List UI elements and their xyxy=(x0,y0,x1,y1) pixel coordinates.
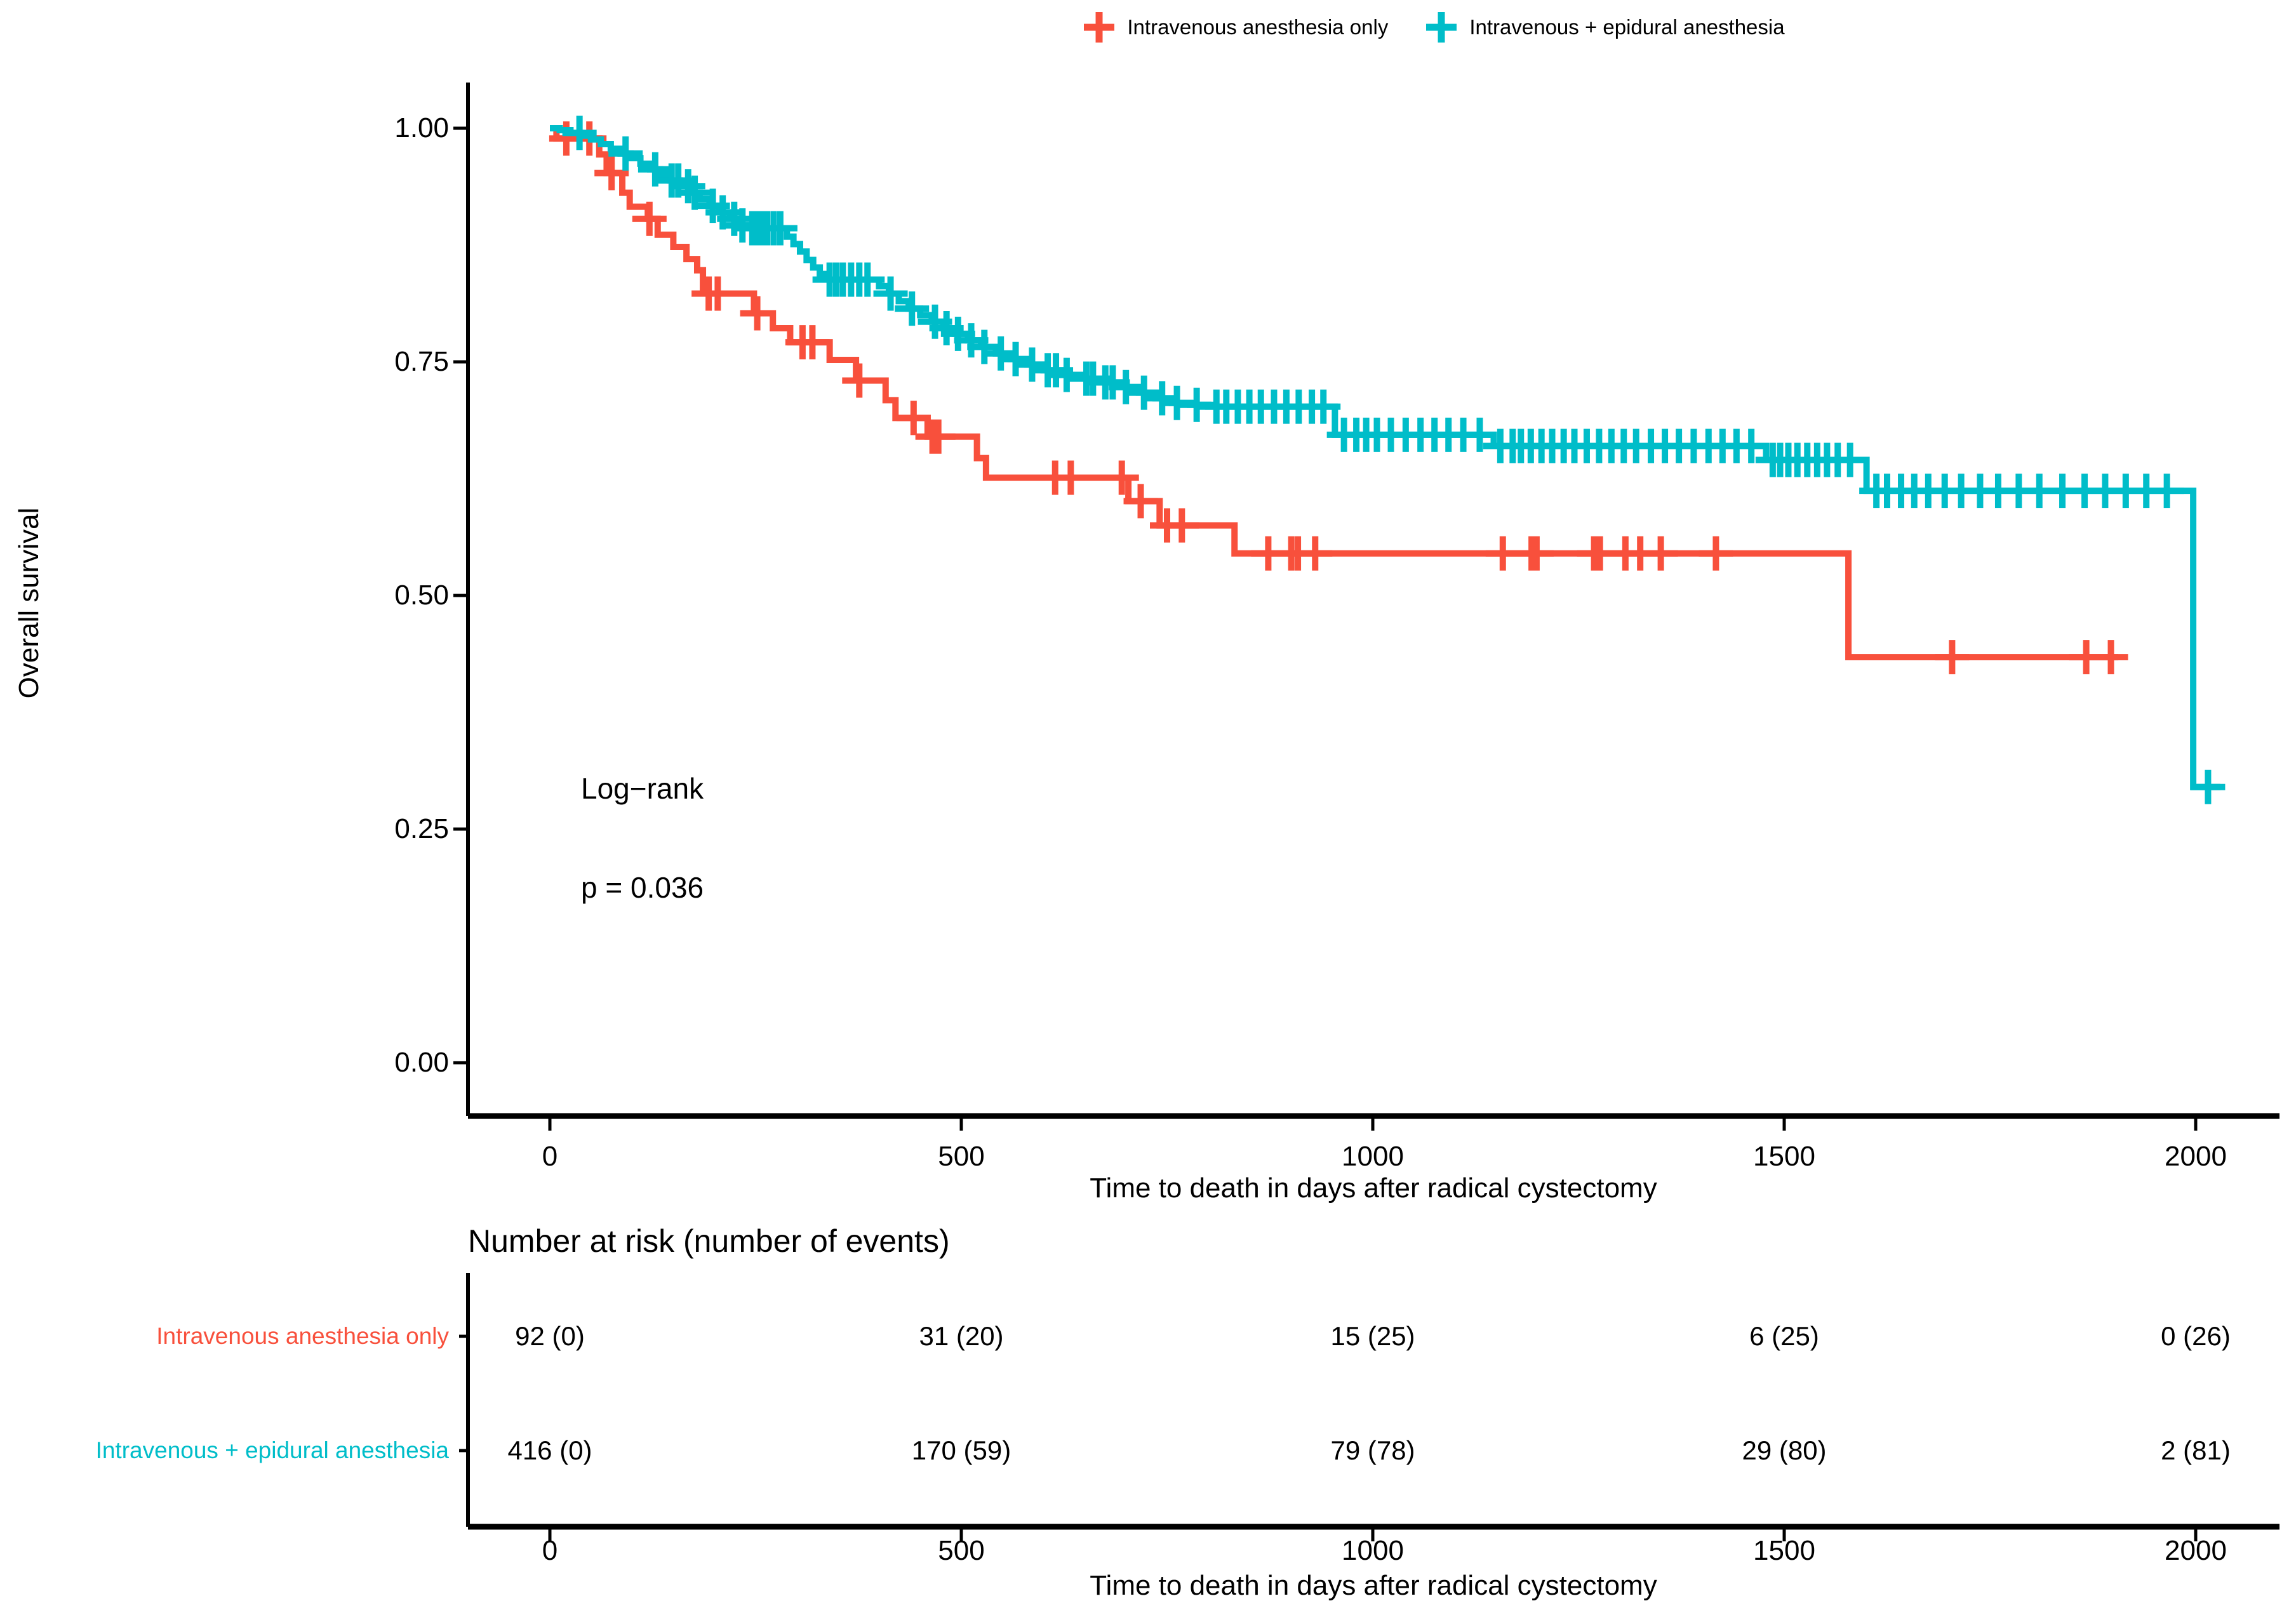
risk-count-value: 2 (81) xyxy=(2161,1435,2231,1465)
risk-count-value: 0 (26) xyxy=(2161,1321,2231,1351)
censor-marks-2 xyxy=(562,116,2226,804)
risk-count-value: 31 (20) xyxy=(919,1321,1004,1351)
risk-table-title: Number at risk (number of events) xyxy=(468,1223,950,1259)
risk-x-tick-label: 2000 xyxy=(2165,1535,2227,1566)
y-tick-label: 0.50 xyxy=(394,580,449,611)
x-tick-label: 1500 xyxy=(1753,1141,1815,1172)
survival-curve-2 xyxy=(550,125,2220,790)
p-value-label: p = 0.036 xyxy=(581,871,704,904)
legend: Intravenous anesthesia only Intravenous +… xyxy=(571,5,2296,50)
risk-x-tick-label: 1000 xyxy=(1342,1535,1404,1566)
legend-item-label: Intravenous + epidural anesthesia xyxy=(1469,15,1785,39)
legend-item: Intravenous anesthesia only xyxy=(1083,11,1388,44)
censor-marks-1 xyxy=(549,121,2128,675)
risk-row-label: Intravenous anesthesia only xyxy=(156,1323,449,1349)
risk-x-tick-label: 500 xyxy=(938,1535,985,1566)
risk-count-value: 92 (0) xyxy=(515,1321,585,1351)
x-tick-label: 0 xyxy=(542,1141,558,1172)
risk-row-label: Intravenous + epidural anesthesia xyxy=(95,1437,449,1463)
risk-x-tick-label: 1500 xyxy=(1753,1535,1815,1566)
risk-count-value: 170 (59) xyxy=(911,1435,1011,1465)
risk-count-value: 416 (0) xyxy=(507,1435,592,1465)
y-tick-label: 1.00 xyxy=(394,112,449,143)
x-tick-label: 500 xyxy=(938,1141,985,1172)
y-axis-title: Overall survival xyxy=(13,507,44,699)
x-tick-label: 2000 xyxy=(2165,1141,2227,1172)
y-tick-label: 0.75 xyxy=(394,346,449,377)
risk-count-value: 29 (80) xyxy=(1742,1435,1827,1465)
logrank-label: Log−rank xyxy=(581,772,704,805)
y-tick-label: 0.25 xyxy=(394,813,449,844)
x-axis-title: Time to death in days after radical cyst… xyxy=(1090,1173,1657,1204)
risk-count-value: 79 (78) xyxy=(1330,1435,1415,1465)
legend-plus-icon xyxy=(1084,12,1115,43)
legend-plus-icon xyxy=(1426,12,1457,43)
x-tick-label: 1000 xyxy=(1342,1141,1404,1172)
survival-curve-1 xyxy=(550,125,2119,661)
y-tick-label: 0.00 xyxy=(394,1047,449,1078)
risk-count-value: 15 (25) xyxy=(1330,1321,1415,1351)
risk-x-tick-label: 0 xyxy=(542,1535,558,1566)
legend-item-label: Intravenous anesthesia only xyxy=(1127,15,1389,39)
risk-count-value: 6 (25) xyxy=(1749,1321,1819,1351)
legend-item: Intravenous + epidural anesthesia xyxy=(1425,11,1785,44)
risk-x-axis-title: Time to death in days after radical cyst… xyxy=(1090,1570,1657,1601)
